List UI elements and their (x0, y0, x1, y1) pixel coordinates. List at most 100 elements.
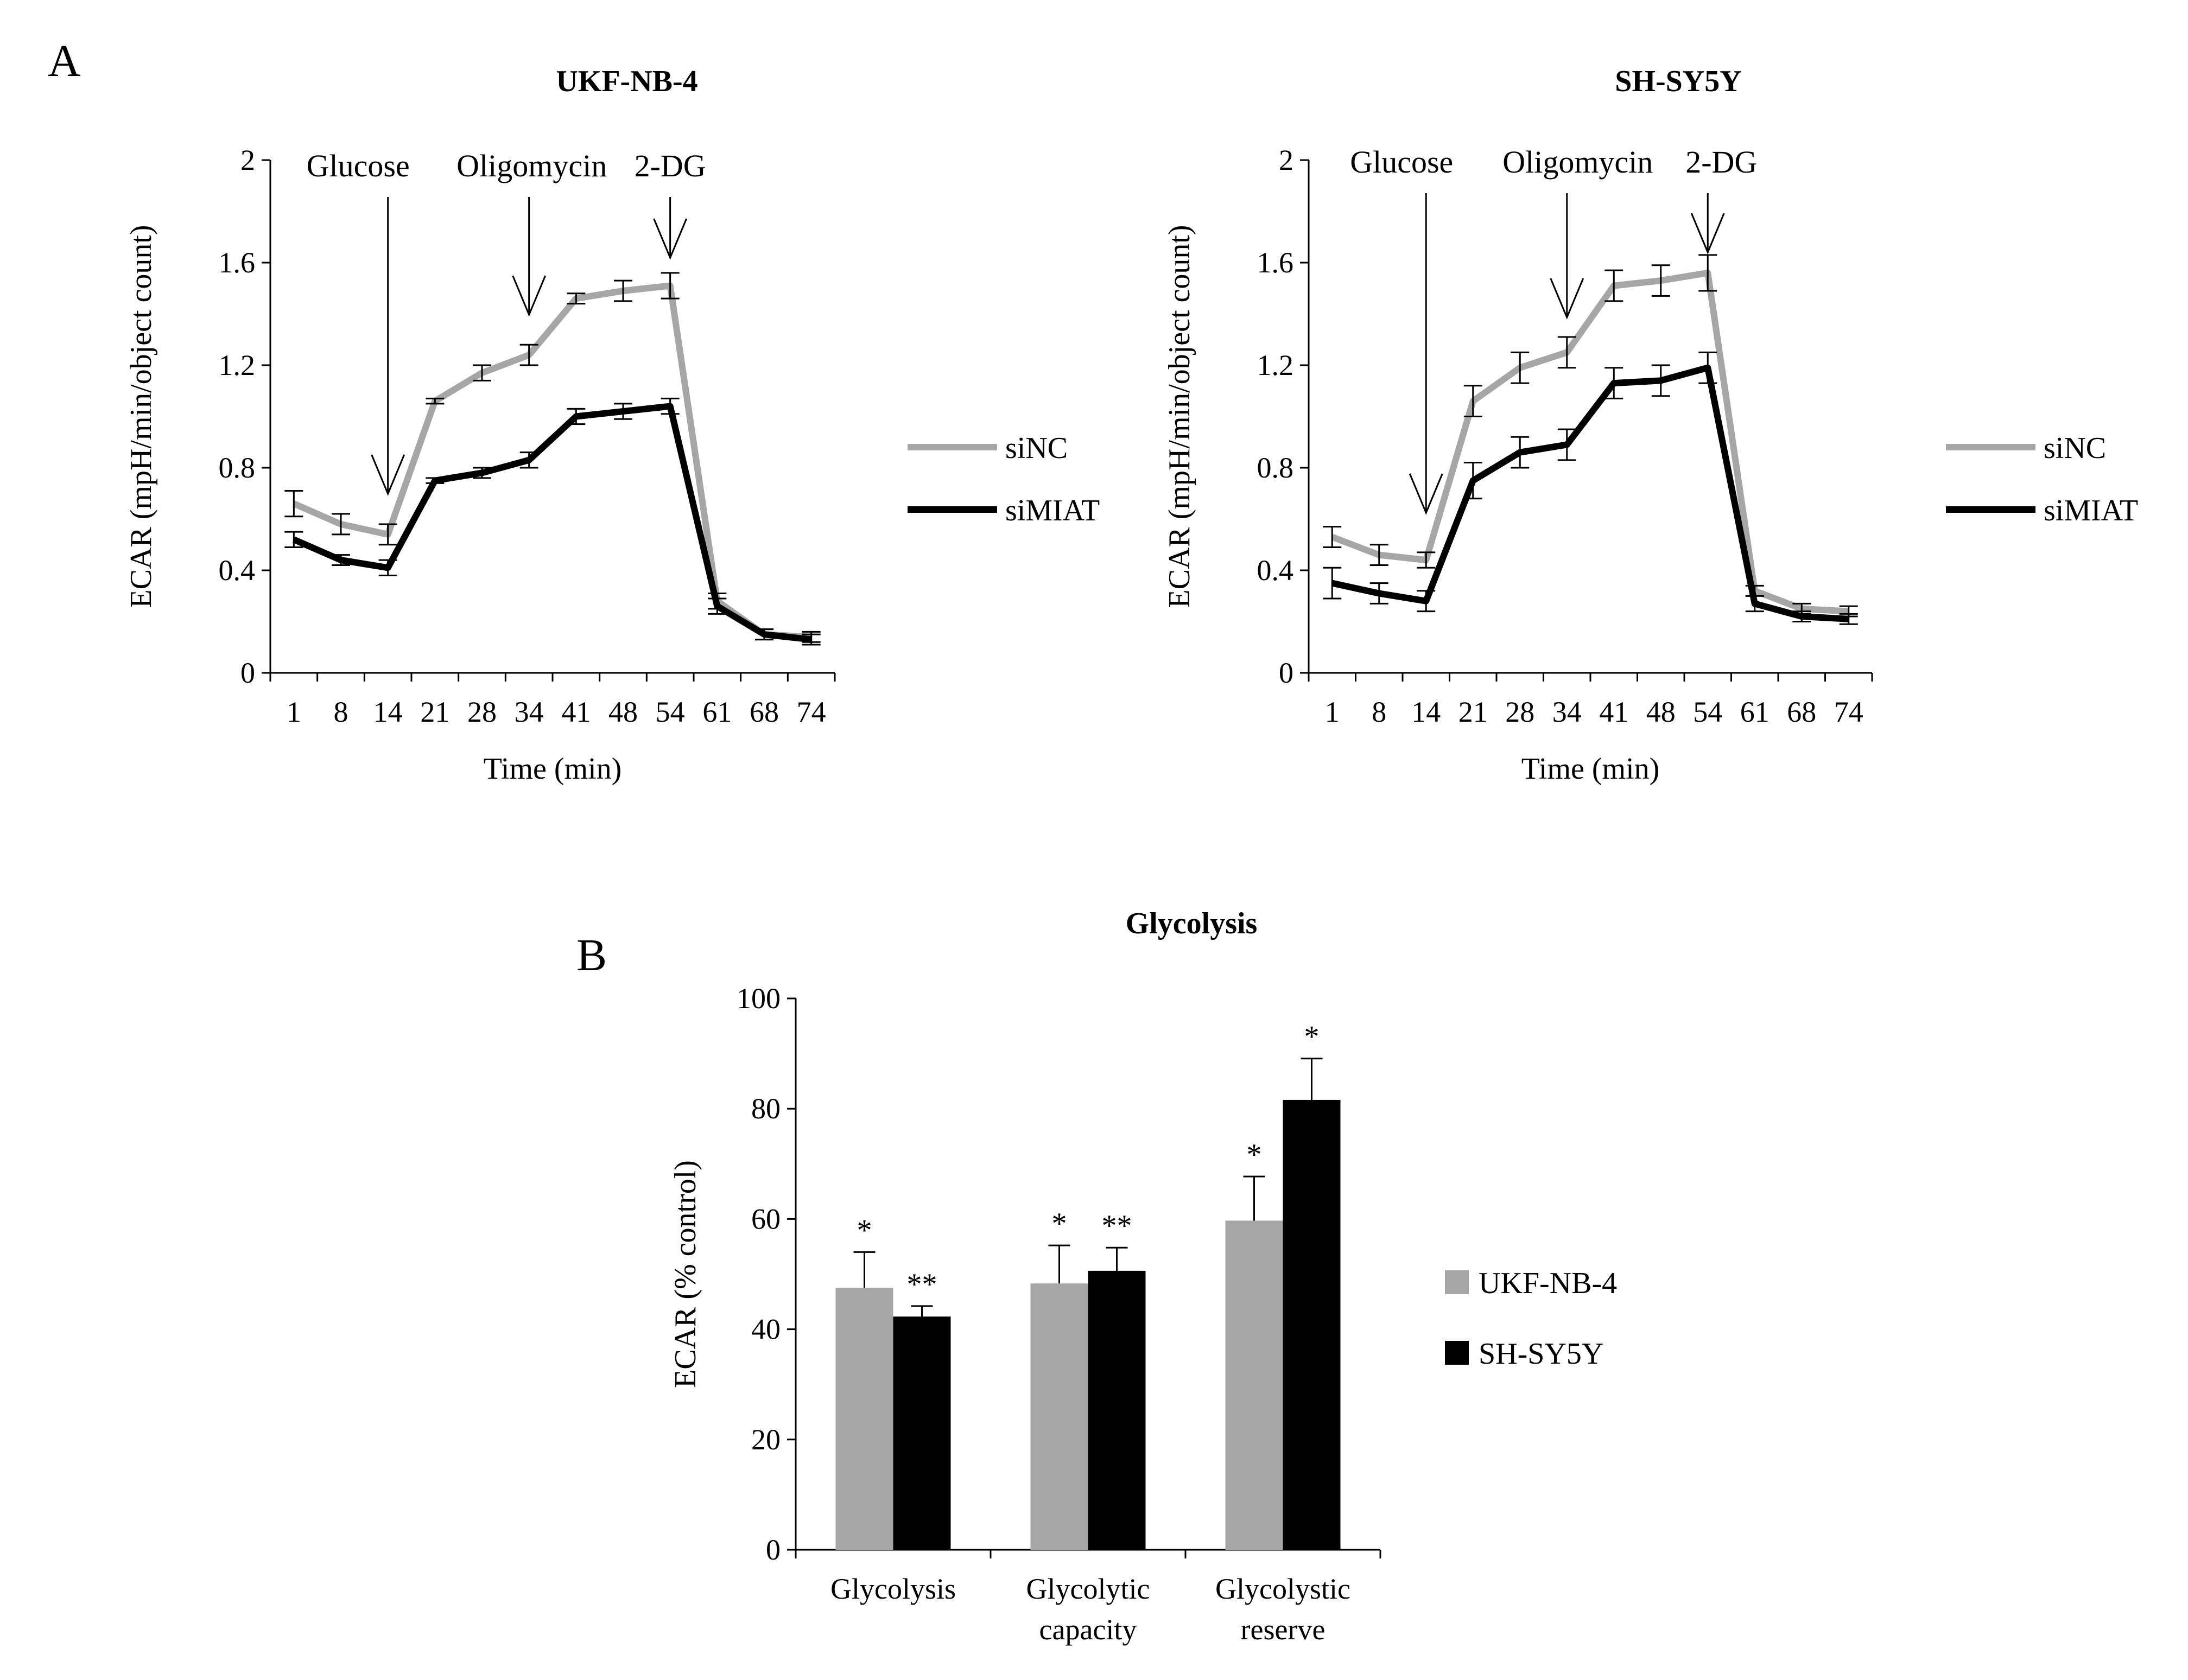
arrow-2-dg (1690, 193, 1725, 254)
category-label-line2: reserve (1241, 1613, 1326, 1646)
y-tick-label: 2 (1279, 144, 1293, 176)
significance-mark: * (1304, 1020, 1320, 1054)
series-line-sinc (1331, 269, 1849, 615)
y-tick-label: 0.4 (219, 554, 256, 587)
x-tick-label: 68 (750, 696, 779, 728)
y-axis-label: ECAR (mpH/min/object count) (1163, 225, 1196, 608)
error-bar-sh-sy5y (911, 1305, 933, 1317)
y-axis-label: ECAR (% control) (669, 1160, 702, 1388)
x-tick-label: 14 (373, 696, 403, 728)
arrow-head (1409, 473, 1443, 515)
panel-letter-b: B (576, 930, 607, 981)
error-bar-ukf-nb-4 (1048, 1244, 1070, 1284)
arrow-glucose (371, 197, 405, 496)
x-tick-label: 74 (797, 696, 826, 728)
series-line-sinc (292, 282, 811, 640)
legend-swatch-ukf-nb-4 (1445, 1270, 1469, 1294)
error-bar-sinc (1651, 264, 1670, 297)
arrow-head (512, 275, 547, 317)
error-bar-simiat (378, 559, 397, 576)
bar-sh-sy5y (893, 1316, 951, 1550)
x-tick-label: 74 (1834, 696, 1863, 728)
y-tick-label: 1.2 (219, 349, 256, 381)
error-bar-simiat (1417, 590, 1436, 613)
panel-letter-a: A (48, 36, 81, 86)
x-tick-label: 61 (1740, 696, 1770, 728)
error-bar-sh-sy5y (1301, 1058, 1323, 1100)
error-bar-simiat (1651, 364, 1670, 397)
annotation-glucose: Glucose (307, 148, 410, 183)
bar-chart-glycolysis: Glycolysis 0 20 40 60 80 100 ECAR (% control) Gl… (669, 907, 1617, 1646)
arrow-head (1690, 213, 1725, 254)
category-label: Glycolytic (1026, 1573, 1150, 1605)
x-tick-label: 28 (1505, 696, 1534, 728)
error-bar-sh-sy5y (1106, 1246, 1128, 1271)
x-tick-label: 1 (1325, 696, 1340, 728)
error-bar-sinc (1463, 385, 1482, 417)
y-tick-label: 1.2 (1257, 349, 1294, 381)
x-tick-label: 41 (561, 696, 591, 728)
error-bar-simiat (1369, 582, 1388, 604)
error-bar-simiat (1792, 610, 1811, 622)
y-tick-label: 1.6 (219, 246, 256, 279)
error-bar-sinc (473, 364, 491, 381)
x-tick-label: 21 (1458, 696, 1488, 728)
error-bar-simiat (473, 467, 491, 479)
x-tick-label: 8 (1372, 696, 1386, 728)
x-tick-label: 41 (1599, 696, 1628, 728)
significance-mark: * (1052, 1207, 1067, 1240)
error-bar-simiat (1745, 595, 1764, 613)
x-tick-label: 68 (1787, 696, 1816, 728)
annotation-oligomycin: Oligomycin (456, 148, 607, 183)
category-label: Glycolysis (830, 1573, 956, 1605)
error-bar-sinc (1698, 254, 1717, 292)
error-bar-sinc (661, 272, 680, 300)
annotation-2-dg: 2-DG (635, 148, 706, 183)
arrow-oligomycin (1550, 193, 1584, 320)
annotation-glucose: Glucose (1350, 144, 1453, 180)
error-bar-simiat (1557, 428, 1576, 461)
series-line-simiat (1331, 364, 1849, 622)
category-label: Glycolystic (1215, 1573, 1350, 1605)
error-bar-simiat (1463, 462, 1482, 500)
y-tick-label: 60 (751, 1202, 781, 1235)
x-tick-label: 21 (420, 696, 449, 728)
legend-swatch-sh-sy5y (1445, 1341, 1469, 1365)
x-tick-label: 8 (334, 696, 348, 728)
x-tick-label: 48 (1646, 696, 1676, 728)
x-axis-label: Time (min) (484, 752, 622, 786)
significance-mark: ** (1102, 1209, 1132, 1243)
annotation-oligomycin: Oligomycin (1502, 144, 1653, 180)
significance-mark: * (857, 1213, 872, 1247)
significance-mark: * (1247, 1138, 1262, 1172)
x-tick-label: 28 (467, 696, 497, 728)
error-bar-simiat (284, 531, 303, 548)
y-tick-label: 20 (751, 1423, 781, 1456)
y-tick-label: 2 (240, 144, 255, 176)
annotation-2-dg: 2-DG (1685, 144, 1757, 180)
x-axis-label: Time (min) (1521, 752, 1660, 786)
bar-sh-sy5y (1283, 1099, 1341, 1550)
error-bar-simiat (1604, 367, 1623, 399)
y-tick-label: 0 (766, 1533, 781, 1566)
error-bar-sinc (284, 490, 303, 518)
y-tick-label: 1.6 (1257, 246, 1294, 279)
error-bar-sinc (426, 397, 445, 405)
x-tick-label: 54 (656, 696, 685, 728)
chart-title: UKF-NB-4 (556, 65, 697, 98)
y-tick-label: 80 (751, 1092, 781, 1125)
error-bar-sinc (1557, 336, 1576, 369)
error-bar-sinc (332, 513, 350, 536)
legend-label-sinc: siNC (1005, 431, 1068, 465)
line-chart-ukf-nb-4: UKF-NB-400.40.81.21.621 8 14 21 28 34 41 48 54 61… (124, 65, 1100, 786)
error-bar-simiat (1698, 351, 1717, 384)
error-bar-sinc (519, 343, 538, 366)
chart-title: Glycolysis (1126, 907, 1258, 940)
legend-label-simiat: siMIAT (2044, 494, 2138, 527)
x-tick-label: 54 (1693, 696, 1722, 728)
x-tick-label: 14 (1411, 696, 1441, 728)
significance-mark: ** (907, 1268, 937, 1301)
bar-ukf-nb-4 (1225, 1220, 1283, 1550)
error-bar-simiat (519, 451, 538, 469)
